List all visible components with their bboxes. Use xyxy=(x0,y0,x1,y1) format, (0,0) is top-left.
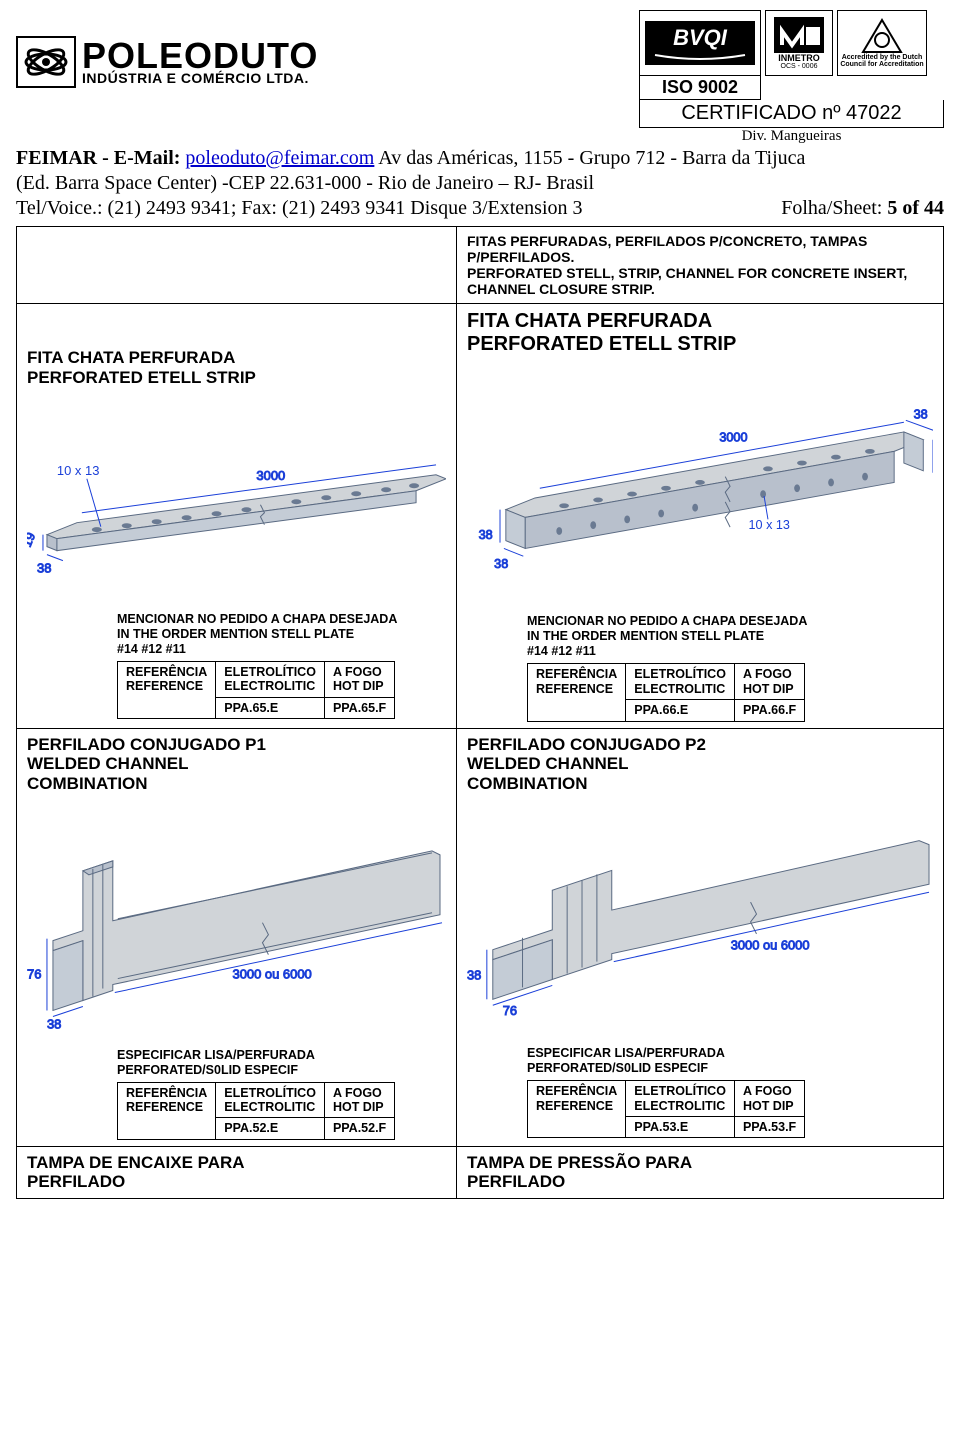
svg-text:BVQI: BVQI xyxy=(673,25,728,50)
footer-right-2: PERFILADO xyxy=(467,1172,565,1191)
drawing-strip-flat: 3000 38 19 10 x 13 xyxy=(27,395,446,595)
panel-c-note: ESPECIFICAR LISA/PERFURADA PERFORATED/S0… xyxy=(117,1048,315,1078)
drawing-channel-p1: 3000 ou 6000 76 38 xyxy=(27,801,446,1030)
panel-c-ref-table: REFERÊNCIAREFERENCE ELETROLÍTICOELECTROL… xyxy=(117,1082,395,1140)
panel-c-title: PERFILADO CONJUGADO P1 WELDED CHANNEL CO… xyxy=(27,735,446,794)
panel-a-val-f: PPA.65.F xyxy=(324,697,394,718)
certification-block: BVQI ISO 9002 INMETRO OCS - 0006 xyxy=(639,10,944,145)
panel-c-val-f: PPA.52.F xyxy=(324,1118,394,1139)
svg-text:38: 38 xyxy=(37,561,51,576)
panel-tampa-encaixe: TAMPA DE ENCAIXE PARA PERFILADO xyxy=(17,1147,457,1198)
inmetro-badge: INMETRO OCS - 0006 xyxy=(765,10,833,76)
panel-b-note: MENCIONAR NO PEDIDO A CHAPA DESEJADA IN … xyxy=(527,614,807,659)
svg-text:38: 38 xyxy=(914,408,928,422)
content-grid: FITAS PERFURADAS, PERFILADOS P/CONCRETO,… xyxy=(16,226,944,1199)
iso-label: ISO 9002 xyxy=(639,75,761,100)
cat-pt: FITAS PERFURADAS, PERFILADOS P/CONCRETO,… xyxy=(467,233,867,265)
panel-a-note: MENCIONAR NO PEDIDO A CHAPA DESEJADA IN … xyxy=(117,612,397,657)
cert-number: CERTIFICADO nº 47022 xyxy=(639,100,944,128)
panel-channel-p1: PERFILADO CONJUGADO P1 WELDED CHANNEL CO… xyxy=(17,729,457,1146)
address-line2: (Ed. Barra Space Center) -CEP 22.631-000… xyxy=(16,172,944,195)
email-link[interactable]: poleoduto@feimar.com xyxy=(185,147,374,169)
panel-d-ref-table: REFERÊNCIAREFERENCE ELETROLÍTICOELECTROL… xyxy=(527,1080,805,1138)
cert-division: Div. Mangueiras xyxy=(639,128,944,145)
panel-channel-p2: PERFILADO CONJUGADO P2 WELDED CHANNEL CO… xyxy=(457,729,943,1146)
bvqi-badge: BVQI xyxy=(639,10,761,76)
svg-text:3000: 3000 xyxy=(256,468,285,483)
panel-b-val-e: PPA.66.E xyxy=(626,700,735,721)
svg-text:3000: 3000 xyxy=(719,431,747,445)
company-name: POLEODUTO xyxy=(82,40,318,72)
panel-d-val-f: PPA.53.F xyxy=(734,1116,804,1137)
drawing-channel-p2: 3000 ou 6000 38 76 xyxy=(467,801,933,1029)
dutch-badge: Accredited by the Dutch Council for Accr… xyxy=(837,10,927,76)
drawing-strip-angle: 3000 38 19 38 38 10 x 13 xyxy=(467,364,933,597)
footer-left-1: TAMPA DE ENCAIXE PARA xyxy=(27,1153,245,1172)
panel-c-val-e: PPA.52.E xyxy=(216,1118,325,1139)
sheet-number: Folha/Sheet: 5 of 44 xyxy=(781,197,944,220)
panel-b-title: FITA CHATA PERFURADA PERFORATED ETELL ST… xyxy=(467,310,933,356)
inmetro-label: INMETRO xyxy=(778,53,820,63)
panel-d-note: ESPECIFICAR LISA/PERFURADA PERFORATED/S0… xyxy=(527,1046,725,1076)
svg-text:10 x 13: 10 x 13 xyxy=(749,518,790,532)
svg-text:76: 76 xyxy=(503,1003,517,1018)
telephone: Tel/Voice.: (21) 2493 9341; Fax: (21) 24… xyxy=(16,197,583,220)
svg-text:38: 38 xyxy=(494,557,508,571)
panel-a-ref-table: REFERÊNCIAREFERENCE ELETROLÍTICOELECTROL… xyxy=(117,661,395,719)
panel-b-ref-table: REFERÊNCIAREFERENCE ELETROLÍTICOELECTROL… xyxy=(527,663,805,721)
panel-b-val-f: PPA.66.F xyxy=(734,700,804,721)
addr-rest: Av das Américas, 1155 - Grupo 712 - Barr… xyxy=(374,147,805,169)
panel-a-title: FITA CHATA PERFURADA PERFORATED ETELL ST… xyxy=(27,348,446,387)
panel-strip-angle: FITA CHATA PERFURADA PERFORATED ETELL ST… xyxy=(457,304,943,727)
cat-en: PERFORATED STELL, STRIP, CHANNEL FOR CON… xyxy=(467,265,907,297)
company-sub: INDÚSTRIA E COMÉRCIO LTDA. xyxy=(82,72,318,85)
svg-text:38: 38 xyxy=(467,968,481,983)
svg-text:38: 38 xyxy=(47,1017,61,1031)
address-line1: FEIMAR - E-Mail: poleoduto@feimar.com Av… xyxy=(16,147,944,170)
inmetro-sub: OCS - 0006 xyxy=(781,63,818,70)
panel-d-val-e: PPA.53.E xyxy=(626,1116,735,1137)
svg-text:3000 ou 6000: 3000 ou 6000 xyxy=(731,938,810,953)
company-logo: POLEODUTO INDÚSTRIA E COMÉRCIO LTDA. xyxy=(16,36,318,88)
panel-d-title: PERFILADO CONJUGADO P2 WELDED CHANNEL CO… xyxy=(467,735,933,794)
dutch-label: Accredited by the Dutch Council for Accr… xyxy=(840,54,924,68)
addr-prefix: FEIMAR - E-Mail: xyxy=(16,147,185,169)
svg-text:38: 38 xyxy=(479,528,493,542)
svg-text:19: 19 xyxy=(27,531,38,550)
footer-right-1: TAMPA DE PRESSÃO PARA xyxy=(467,1153,692,1172)
svg-text:10 x 13: 10 x 13 xyxy=(57,463,100,478)
panel-a-val-e: PPA.65.E xyxy=(216,697,325,718)
logo-icon xyxy=(16,36,76,88)
panel-tampa-pressao: TAMPA DE PRESSÃO PARA PERFILADO xyxy=(457,1147,943,1198)
footer-left-2: PERFILADO xyxy=(27,1172,125,1191)
page-header: POLEODUTO INDÚSTRIA E COMÉRCIO LTDA. BVQ… xyxy=(16,10,944,145)
panel-strip-flat: FITA CHATA PERFURADA PERFORATED ETELL ST… xyxy=(17,303,457,727)
svg-text:3000 ou 6000: 3000 ou 6000 xyxy=(233,967,312,982)
svg-text:76: 76 xyxy=(27,967,41,982)
category-heading: FITAS PERFURADAS, PERFILADOS P/CONCRETO,… xyxy=(467,233,933,297)
